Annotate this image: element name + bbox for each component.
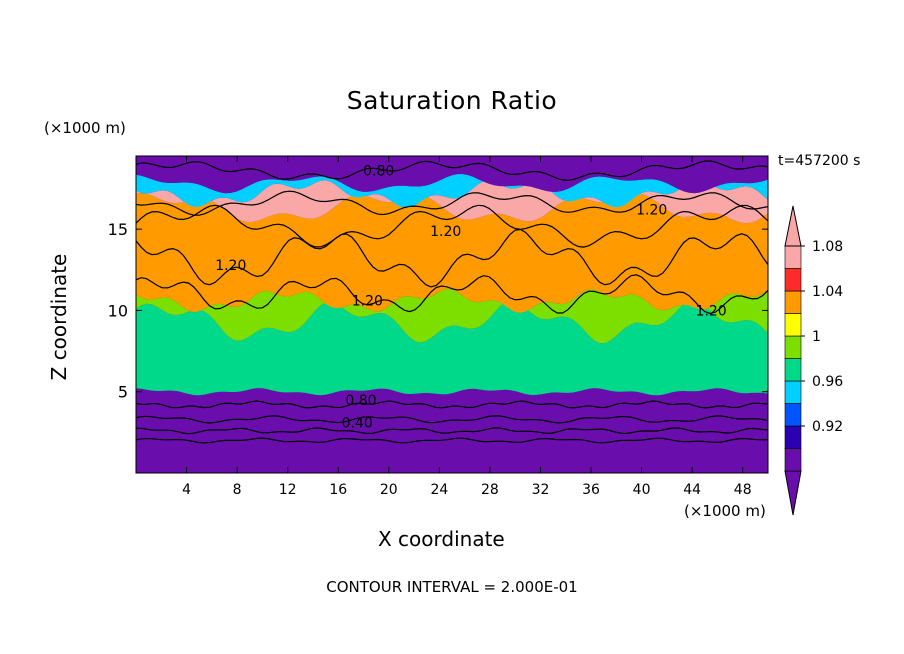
x-tick-label-5: 24 <box>430 482 448 498</box>
plot-frame <box>135 155 769 474</box>
colorbar-tick-label-4: 1.08 <box>812 239 843 255</box>
contour-line-5 <box>136 228 768 288</box>
contour-line-3 <box>136 400 768 409</box>
band-lower-dry <box>136 388 768 398</box>
colorbar-swatch-8 <box>784 268 802 292</box>
x-tick-label-10: 44 <box>683 482 701 498</box>
time-label: t=457200 s <box>778 153 861 169</box>
contour-line-8 <box>136 160 768 181</box>
band-upper-transition <box>136 174 768 208</box>
colorbar-over-arrow <box>784 205 802 247</box>
x-axis-unit: (×1000 m) <box>684 502 766 520</box>
band-upper-dry <box>136 156 768 194</box>
colorbar-tick-label-3: 1.04 <box>812 284 843 300</box>
x-tick-label-1: 8 <box>233 482 242 498</box>
contour-lines <box>136 160 768 444</box>
colorbar-tick-label-2: 1 <box>812 329 821 345</box>
x-tick-label-0: 4 <box>182 482 191 498</box>
contour-line-6 <box>136 204 768 248</box>
y-axis-unit: (×1000 m) <box>44 119 126 137</box>
band-saturated-green <box>136 288 768 344</box>
x-tick-label-6: 28 <box>481 482 499 498</box>
contour-interval-note: CONTOUR INTERVAL = 2.000E-01 <box>326 578 578 596</box>
x-tick-label-4: 20 <box>380 482 398 498</box>
contour-line-0 <box>136 437 768 444</box>
colorbar-swatch-1 <box>784 425 802 449</box>
contour-line-4 <box>136 274 768 315</box>
colorbar-under-arrow <box>784 470 802 516</box>
contour-label-0: 0.80 <box>363 164 394 180</box>
band-lower-transition <box>136 193 768 313</box>
contour-line-2 <box>136 415 768 424</box>
colorbar-tick-label-0: 0.92 <box>812 419 843 435</box>
contour-label-2: 1.20 <box>430 224 461 240</box>
colorbar: 0.92 0.96 1 1.04 1.08 <box>784 205 843 516</box>
contour-label-1: 1.20 <box>636 203 667 219</box>
colorbar-swatch-0 <box>784 448 802 472</box>
x-tick-label-8: 36 <box>582 482 600 498</box>
x-tick-label-3: 16 <box>329 482 347 498</box>
contour-label-4: 1.20 <box>352 294 383 310</box>
y-tick-label-1: 10 <box>108 301 128 320</box>
colorbar-swatch-9 <box>784 245 802 269</box>
contour-label-3: 1.20 <box>215 258 246 274</box>
contour-label-5: 1.20 <box>696 303 727 319</box>
contour-label-6: 0.80 <box>345 393 376 409</box>
colorbar-swatch-6 <box>784 313 802 337</box>
contour-line-7 <box>136 190 768 216</box>
band-supersaturated <box>136 179 768 224</box>
y-tick-label-0: 5 <box>118 383 128 402</box>
x-tick-label-11: 48 <box>734 482 752 498</box>
colorbar-swatch-7 <box>784 290 802 314</box>
colorbar-swatch-2 <box>784 403 802 427</box>
x-tick-label-2: 12 <box>279 482 297 498</box>
band-near-saturated <box>136 300 768 396</box>
contour-label-7: 0.40 <box>342 416 373 432</box>
colorbar-swatch-5 <box>784 335 802 359</box>
contour-line-1 <box>136 427 768 435</box>
contour-labels: 0.80 1.20 1.20 1.20 1.20 1.20 0.80 0.40 <box>215 164 726 432</box>
x-axis-label: X coordinate <box>378 527 505 551</box>
y-tick-label-2: 15 <box>108 220 128 239</box>
colorbar-swatch-3 <box>784 380 802 404</box>
y-axis: 5 10 15 <box>108 220 768 402</box>
saturation-field <box>136 156 768 473</box>
x-tick-label-7: 32 <box>532 482 550 498</box>
x-axis: 4 8 12 16 20 24 28 32 36 40 44 48 <box>182 156 752 498</box>
chart-title: Saturation Ratio <box>346 86 558 115</box>
x-tick-label-9: 40 <box>633 482 651 498</box>
colorbar-swatch-4 <box>784 358 802 382</box>
colorbar-tick-label-1: 0.96 <box>812 374 843 390</box>
